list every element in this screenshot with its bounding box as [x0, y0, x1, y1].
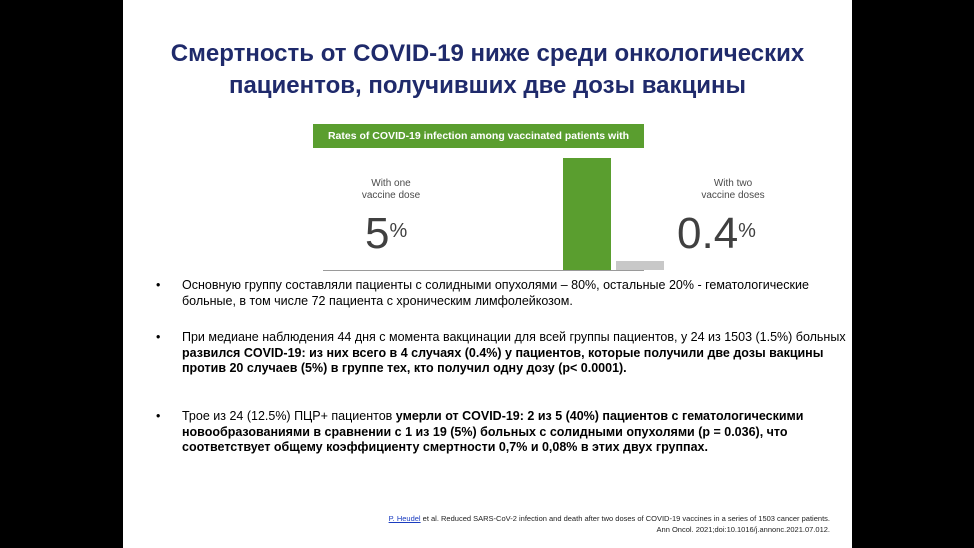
bullet-3-text: Трое из 24 (12.5%) ПЦР+ пациентов — [182, 409, 396, 423]
slide: Смертность от COVID-19 ниже среди онколо… — [123, 0, 852, 548]
title-line-2: пациентов, получивших две дозы вакцины — [228, 72, 747, 99]
bar-two-doses — [616, 261, 664, 270]
bullet-dot: • — [156, 409, 161, 423]
one-dose-label-line-1: With one — [371, 178, 411, 189]
one-dose-value-number: 5 — [365, 209, 390, 258]
bullet-3-bold-text-end: , что соответствует общему коэффициенту … — [182, 424, 788, 455]
bullet-2-bold-text: развился COVID-19: из них всего в 4 случ… — [182, 345, 824, 376]
reference-title: et al. Reduced SARS-CoV-2 infection and … — [420, 514, 830, 523]
two-doses-label-line-1: With two — [713, 178, 753, 189]
chart-title: Rates of COVID-19 infection among vaccin… — [313, 124, 644, 166]
reference-author-link[interactable]: P. Heudel — [388, 514, 421, 523]
one-dose-label-line-2: vaccine dose — [361, 190, 421, 201]
bullet-dot: • — [156, 278, 161, 292]
infection-rate-chart: Rates of COVID-19 infection among vaccin… — [313, 124, 765, 274]
one-dose-value: 5% — [365, 212, 407, 256]
title-line-1: Смертность от COVID-19 ниже среди онколо… — [170, 40, 805, 67]
chart-baseline — [323, 270, 644, 271]
one-dose-label: With one vaccine dose — [341, 178, 441, 202]
reference-line-1: P. Heudel et al. Reduced SARS-CoV-2 infe… — [350, 513, 830, 524]
two-doses-label-line-2: vaccine doses — [701, 190, 765, 201]
two-doses-value-number: 0.4 — [677, 209, 739, 258]
bullet-item-1: • Основную группу составляли пациенты с … — [156, 278, 862, 309]
bullet-2-text: При медиане наблюдения 44 дня с момента … — [182, 330, 846, 344]
two-doses-label: With two vaccine doses — [683, 178, 783, 202]
reference-line-2: Ann Oncol. 2021;doi:10.1016/j.annonc.202… — [656, 525, 830, 534]
bullet-item-3: • Трое из 24 (12.5%) ПЦР+ пациентов умер… — [156, 409, 862, 456]
bullet-3-bold-text: умерли от COVID-19: 2 из 5 (40%) пациент… — [182, 409, 804, 439]
reference-citation: P. Heudel et al. Reduced SARS-CoV-2 infe… — [350, 513, 830, 535]
bullet-dot: • — [156, 330, 161, 344]
bar-one-dose — [563, 158, 611, 270]
two-doses-value-unit: % — [738, 220, 756, 242]
two-doses-value: 0.4% — [677, 212, 756, 256]
bullet-1-text: Основную группу составляли пациенты с со… — [182, 278, 809, 308]
slide-title: Смертность от COVID-19 ниже среди онколо… — [123, 38, 852, 102]
one-dose-value-unit: % — [389, 220, 408, 242]
bullet-item-2: • При медиане наблюдения 44 дня с момент… — [156, 330, 862, 377]
